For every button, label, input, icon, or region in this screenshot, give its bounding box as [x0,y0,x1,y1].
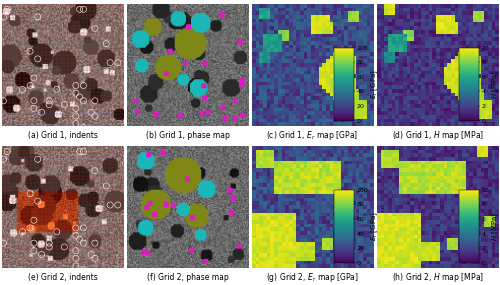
Text: (e) Grid 2, indents: (e) Grid 2, indents [28,273,98,282]
Text: (d) Grid 1, $H$ map [MPa]: (d) Grid 1, $H$ map [MPa] [392,129,484,142]
Text: (b) Grid 1, phase map: (b) Grid 1, phase map [146,131,230,140]
Text: (a) Grid 1, indents: (a) Grid 1, indents [28,131,98,140]
Text: (h) Grid 2, $H$ map [MPa]: (h) Grid 2, $H$ map [MPa] [392,271,484,284]
Text: (c) Grid 1, $E_r$ map [GPa]: (c) Grid 1, $E_r$ map [GPa] [266,129,358,142]
Text: (f) Grid 2, phase map: (f) Grid 2, phase map [146,273,228,282]
Text: (g) Grid 2, $E_r$ map [GPa]: (g) Grid 2, $E_r$ map [GPa] [266,271,359,284]
